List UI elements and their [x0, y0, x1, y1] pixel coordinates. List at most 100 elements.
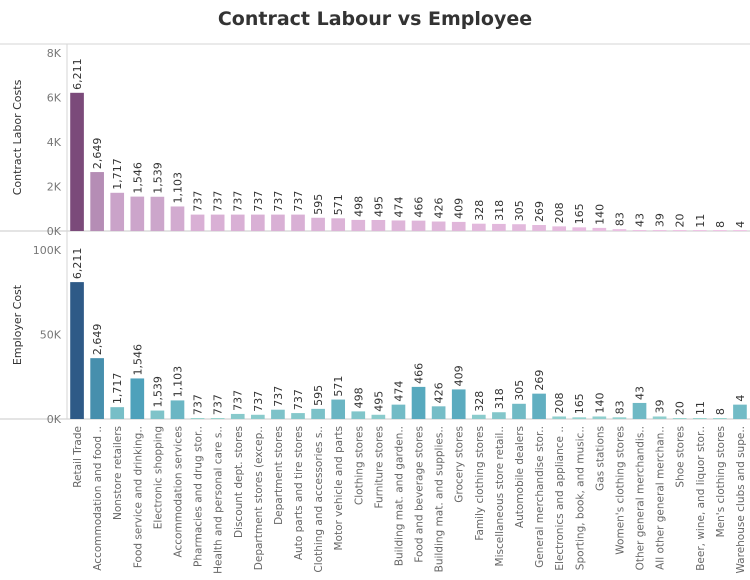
data-label: 208 — [553, 392, 566, 413]
data-label: 737 — [252, 191, 265, 212]
bar — [733, 230, 747, 231]
bar — [632, 230, 647, 231]
chart-title: Contract Labour vs Employee — [217, 8, 533, 30]
bar — [431, 406, 446, 419]
category-label: Accommodation services — [172, 426, 184, 557]
bar — [492, 223, 506, 231]
data-label: 466 — [413, 197, 426, 218]
category-label: Family clothing stores — [474, 426, 486, 541]
category-label: Electronic shopping — [152, 426, 164, 529]
data-label: 737 — [212, 191, 225, 212]
bar — [552, 416, 566, 419]
data-label: 269 — [533, 370, 546, 391]
bar — [612, 417, 627, 419]
data-label: 39 — [654, 213, 667, 227]
data-label: 1,103 — [171, 366, 184, 398]
data-label: 20 — [674, 214, 687, 228]
y-axis-title: Employer Cost — [11, 284, 24, 365]
bar — [572, 417, 587, 419]
data-label: 466 — [413, 363, 426, 384]
data-label: 8 — [714, 408, 727, 415]
bar — [311, 408, 325, 419]
data-label: 1,546 — [131, 162, 144, 194]
data-label: 328 — [473, 391, 486, 412]
bar — [532, 393, 546, 419]
bar — [451, 221, 466, 231]
bar — [351, 411, 366, 419]
data-label: 737 — [292, 191, 305, 212]
data-label: 1,717 — [111, 373, 124, 405]
category-label: Men's clothing stores — [715, 426, 727, 537]
bar — [150, 410, 165, 419]
bar — [672, 230, 687, 231]
data-label: 595 — [312, 385, 325, 406]
bar — [471, 414, 486, 419]
data-label: 39 — [654, 399, 667, 413]
category-label: Grocery stores — [454, 426, 466, 503]
data-label: 571 — [332, 194, 345, 215]
bar — [251, 214, 265, 231]
data-label: 43 — [634, 386, 647, 400]
y-axis-title: Contract Labor Costs — [11, 79, 24, 195]
bar — [532, 225, 546, 231]
bar — [331, 218, 346, 231]
data-label: 426 — [433, 382, 446, 403]
bar — [592, 416, 607, 419]
bar — [210, 418, 225, 419]
data-label: 165 — [573, 203, 586, 224]
axis-ticks: 0K 2K 4K 6K 8K Contract Labor Costs 0K 50K 100K E… — [11, 47, 62, 426]
bar — [411, 386, 426, 419]
category-label: Pharmacies and drug stor.. — [193, 426, 205, 567]
data-label: 6,211 — [71, 248, 84, 280]
data-label: 11 — [694, 214, 707, 228]
data-labels: 6,211 2,649 1,717 1,546 1,539 1,103 737 737 737 7… — [71, 58, 747, 415]
bar — [170, 400, 185, 419]
data-label: 495 — [372, 391, 385, 412]
data-label: 1,539 — [151, 376, 164, 408]
data-label: 43 — [634, 213, 647, 227]
bar — [492, 412, 506, 419]
data-label: 498 — [352, 196, 365, 217]
bar — [692, 230, 707, 231]
chart-frame — [0, 43, 750, 420]
bar — [411, 220, 426, 231]
bar — [130, 378, 145, 419]
category-label: Discount dept. stores — [233, 426, 245, 538]
category-label: Department stores (excep.. — [253, 426, 265, 570]
bar — [632, 402, 647, 419]
category-label: Sporting, book, and music.. — [574, 426, 586, 570]
data-label: 140 — [593, 392, 606, 413]
data-label: 208 — [553, 202, 566, 223]
category-label: Nonstore retailers — [112, 426, 124, 520]
data-label: 305 — [513, 380, 526, 401]
bar — [371, 414, 386, 419]
y-tick-label: 6K — [47, 92, 62, 105]
bar — [371, 219, 386, 231]
category-label: Other general merchandis.. — [635, 426, 647, 570]
bar — [652, 230, 667, 231]
data-label: 571 — [332, 376, 345, 397]
bar — [331, 399, 346, 419]
bars — [70, 92, 747, 419]
category-label: Motor vehicle and parts — [333, 426, 345, 551]
y-tick-label: 100K — [33, 244, 62, 257]
data-label: 737 — [212, 394, 225, 415]
y-tick-label: 8K — [47, 47, 62, 60]
category-label: Department stores — [273, 426, 285, 525]
bar — [431, 221, 446, 231]
y-tick-label: 0K — [47, 225, 62, 238]
data-label: 498 — [352, 387, 365, 408]
data-label: 83 — [613, 212, 626, 226]
data-label: 1,539 — [151, 162, 164, 194]
data-label: 426 — [433, 198, 446, 219]
data-label: 737 — [272, 386, 285, 407]
category-label: Automobile dealers — [514, 426, 526, 528]
bar — [391, 404, 406, 419]
data-label: 83 — [613, 400, 626, 414]
category-label: Food and beverage stores — [414, 426, 426, 563]
bar — [271, 214, 285, 231]
bar — [471, 223, 486, 231]
bar — [110, 407, 125, 419]
bar — [713, 418, 727, 419]
bar — [170, 206, 185, 231]
